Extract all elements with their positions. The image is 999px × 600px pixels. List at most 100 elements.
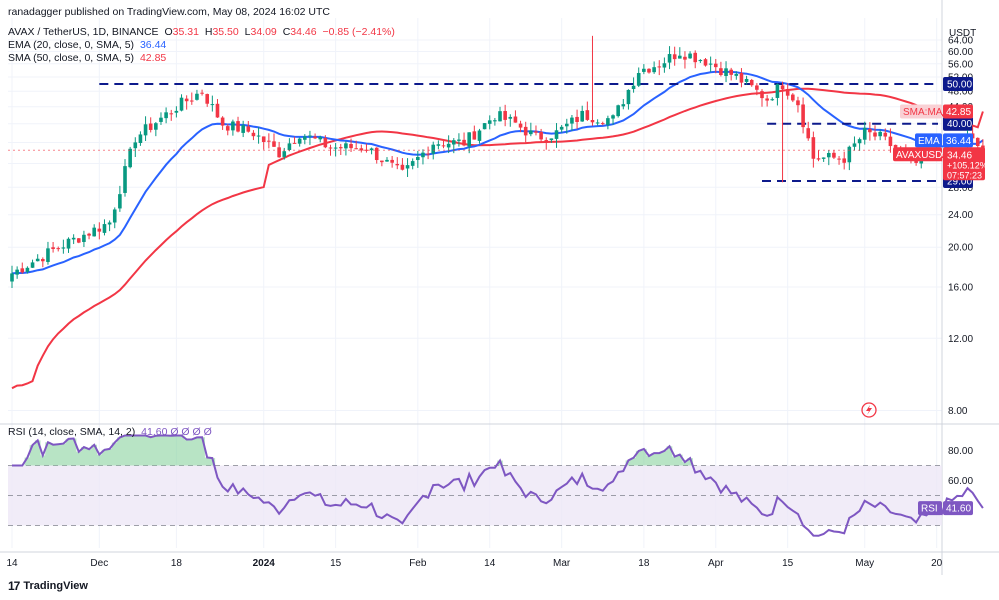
sma-value-tag: 42.85	[943, 104, 973, 119]
candle-body	[359, 148, 364, 151]
candle-body	[282, 151, 287, 157]
price-tick-label: 28.00	[948, 183, 973, 194]
candle-body	[272, 141, 276, 147]
candle-body	[703, 59, 708, 66]
candle-body	[523, 126, 528, 136]
candle-body	[878, 131, 882, 137]
time-tick-label: Apr	[708, 558, 724, 569]
sma-legend-tag: SMA:MA	[900, 104, 943, 119]
candle-body	[416, 156, 420, 161]
candle-body	[261, 136, 266, 143]
candle-body	[611, 115, 615, 119]
candle-body	[215, 103, 220, 118]
candle-body	[210, 104, 215, 106]
symbol-tag: AVAXUSDT	[893, 147, 948, 162]
candle-body	[267, 140, 271, 142]
candle-body	[138, 134, 143, 144]
rsi-legend-tag: RSI	[918, 501, 942, 516]
candle-body	[462, 139, 466, 146]
tradingview-footer[interactable]: 17 TradingView	[8, 579, 88, 593]
sma-50-line	[11, 87, 984, 390]
candle-body	[328, 147, 333, 149]
candle-body	[169, 113, 174, 115]
candle-body	[220, 117, 225, 126]
candle-body	[323, 138, 328, 148]
candle-body	[559, 126, 564, 130]
candle-body	[451, 140, 456, 145]
low-value: 34.09	[250, 26, 277, 38]
candle-body	[785, 89, 790, 96]
candle-body	[529, 130, 533, 135]
candle-body	[338, 147, 343, 149]
rsi-line	[12, 434, 984, 537]
candle-body	[775, 84, 780, 98]
candle-body	[975, 137, 980, 147]
sma-legend-tag-label: SMA:MA	[903, 107, 943, 118]
candle-body	[25, 267, 30, 272]
time-axis: 14 Dec 18 2024 15 Feb 14 Mar 18 Apr 15 May 20	[6, 558, 942, 569]
tradingview-logo-icon: 17	[8, 579, 20, 593]
candle-body	[811, 137, 816, 159]
candle-body	[667, 54, 672, 63]
candle-body	[174, 110, 179, 113]
candle-body	[303, 136, 307, 140]
rsi-value-tag-label: 41.60	[946, 504, 971, 515]
sma-legend-label: SMA (50, close, 0, SMA, 5)	[8, 52, 135, 64]
candle-body	[313, 136, 317, 139]
candle-body	[421, 152, 425, 158]
candle-body	[118, 194, 122, 209]
candle-body	[189, 100, 194, 102]
rsi-tick-label: 80.00	[948, 446, 973, 457]
candle-body	[477, 130, 482, 141]
candle-body	[46, 248, 50, 262]
candle-body	[503, 111, 507, 120]
last-price-change: +105.12%	[947, 160, 988, 170]
time-tick-label: 18	[171, 558, 183, 569]
level-tag-label: 40.00	[947, 119, 972, 130]
candle-body	[205, 94, 210, 104]
candle-body	[693, 52, 698, 63]
sma-legend-value: 42.85	[139, 52, 167, 64]
candle-body	[41, 259, 45, 262]
last-price-tag: 34.46+105.12%07:57:23	[943, 147, 988, 181]
rsi-value-tag: 41.60	[943, 501, 973, 516]
candle-body	[857, 139, 862, 144]
candle-body	[256, 135, 261, 137]
candle-body	[564, 123, 569, 127]
candle-body	[837, 158, 841, 160]
candle-body	[410, 161, 415, 166]
level-tag: 50.00	[943, 76, 973, 91]
ema-value-tag: 36.44	[943, 133, 973, 148]
candle-body	[374, 147, 379, 161]
rsi-overbought-fill	[24, 435, 693, 466]
candle-body	[333, 147, 338, 149]
rsi-legend-value: 41.60 Ø Ø Ø Ø	[141, 426, 212, 438]
candle-body	[842, 158, 846, 163]
candle-body	[390, 159, 394, 163]
candle-body	[734, 74, 739, 76]
candle-body	[30, 262, 35, 268]
candle-body	[806, 128, 811, 139]
published-text: ranadagger published on TradingView.com,…	[8, 6, 331, 18]
candle-body	[102, 224, 107, 233]
candle-body	[678, 55, 682, 59]
level-tag-bg	[943, 116, 973, 131]
last-price-value: 34.46	[947, 150, 972, 161]
candle-body	[749, 79, 754, 86]
publisher-line: ranadagger published on TradingView.com,…	[8, 6, 330, 18]
candle-body	[380, 160, 384, 163]
candle-body	[184, 98, 189, 102]
ema-legend-value: 36.44	[139, 39, 167, 51]
price-tick-label: 20.00	[948, 243, 973, 254]
candle-body	[225, 126, 230, 131]
candle-body	[765, 98, 769, 101]
candle-body	[344, 143, 348, 149]
candle-body	[133, 142, 138, 149]
candle-body	[446, 143, 451, 148]
grid-lines	[8, 18, 942, 548]
candle-body	[159, 117, 163, 122]
candle-body	[672, 54, 677, 60]
candle-body	[549, 138, 554, 141]
candle-body	[472, 131, 477, 140]
